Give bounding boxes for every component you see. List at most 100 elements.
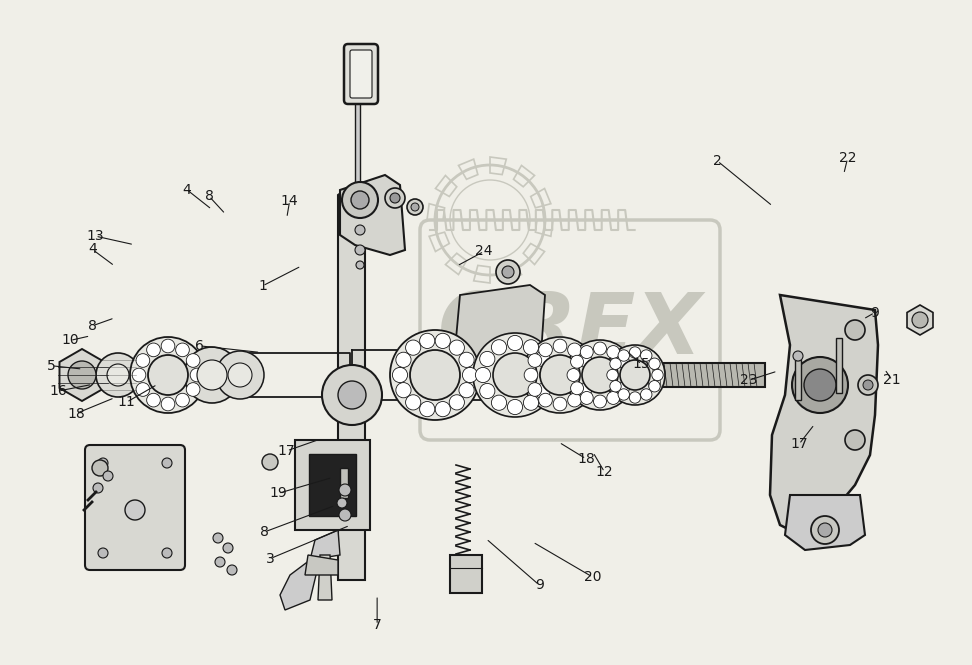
Circle shape [858, 375, 878, 395]
Circle shape [191, 368, 204, 382]
Circle shape [652, 369, 663, 380]
Circle shape [228, 363, 252, 387]
Circle shape [616, 355, 630, 368]
Circle shape [107, 364, 129, 386]
Circle shape [582, 368, 596, 382]
Text: 18: 18 [67, 406, 85, 421]
Circle shape [262, 454, 278, 470]
Bar [635, 363, 765, 387]
Bar [295, 440, 370, 530]
Polygon shape [785, 495, 865, 550]
Circle shape [536, 351, 550, 366]
Text: 6: 6 [194, 338, 204, 353]
Circle shape [184, 347, 240, 403]
Circle shape [92, 460, 108, 476]
Circle shape [396, 352, 411, 368]
Circle shape [793, 351, 803, 361]
Circle shape [582, 357, 618, 393]
Circle shape [818, 523, 832, 537]
Circle shape [648, 358, 660, 370]
Circle shape [580, 346, 593, 358]
Bar [355, 100, 360, 190]
Circle shape [845, 320, 865, 340]
Circle shape [578, 354, 592, 367]
Circle shape [811, 516, 839, 544]
Polygon shape [305, 555, 338, 575]
Circle shape [571, 355, 583, 368]
Circle shape [620, 360, 650, 390]
Circle shape [339, 509, 351, 521]
Circle shape [351, 191, 369, 209]
Circle shape [538, 393, 552, 407]
Circle shape [594, 342, 607, 355]
Circle shape [162, 548, 172, 558]
Circle shape [355, 225, 365, 235]
Polygon shape [59, 349, 105, 401]
Circle shape [480, 384, 495, 398]
Text: 4: 4 [87, 242, 97, 257]
Polygon shape [770, 295, 878, 535]
Circle shape [355, 245, 365, 255]
Circle shape [629, 392, 641, 403]
Circle shape [132, 368, 146, 382]
Circle shape [538, 343, 552, 356]
Circle shape [213, 533, 223, 543]
Text: 8: 8 [260, 525, 269, 539]
Circle shape [475, 367, 491, 382]
Text: 10: 10 [61, 333, 79, 348]
Circle shape [98, 458, 108, 468]
FancyBboxPatch shape [350, 50, 372, 98]
Circle shape [390, 330, 480, 420]
Text: 11: 11 [118, 395, 135, 410]
Circle shape [502, 266, 514, 278]
Circle shape [356, 261, 364, 269]
Circle shape [571, 382, 583, 395]
Circle shape [420, 402, 434, 417]
Text: 20: 20 [584, 570, 602, 585]
Circle shape [496, 260, 520, 284]
Circle shape [473, 333, 557, 417]
Circle shape [396, 382, 411, 398]
Circle shape [435, 333, 450, 348]
Circle shape [223, 543, 233, 553]
Circle shape [641, 350, 652, 361]
Text: 14: 14 [281, 194, 298, 208]
Circle shape [187, 354, 200, 367]
Circle shape [565, 340, 635, 410]
Text: OREX: OREX [437, 289, 703, 372]
Circle shape [215, 557, 225, 567]
Circle shape [161, 339, 175, 353]
Polygon shape [338, 185, 365, 580]
Circle shape [197, 360, 227, 390]
Circle shape [536, 384, 550, 398]
Circle shape [338, 381, 366, 409]
Circle shape [337, 498, 347, 508]
Circle shape [524, 368, 538, 382]
FancyBboxPatch shape [85, 445, 185, 570]
Polygon shape [907, 305, 933, 335]
Circle shape [609, 380, 621, 392]
Circle shape [620, 368, 633, 382]
Text: 9: 9 [870, 305, 880, 320]
Bar [340, 468, 348, 498]
Text: 23: 23 [740, 373, 757, 388]
Circle shape [147, 343, 160, 356]
Circle shape [492, 340, 506, 355]
Text: 24: 24 [475, 244, 493, 259]
Circle shape [540, 355, 580, 395]
Circle shape [176, 393, 190, 407]
Bar [450, 555, 482, 593]
Circle shape [463, 367, 477, 382]
Circle shape [68, 361, 96, 389]
Circle shape [459, 382, 474, 398]
Circle shape [594, 395, 607, 408]
Text: 3: 3 [265, 551, 275, 566]
Text: 7: 7 [372, 618, 382, 632]
Polygon shape [310, 530, 340, 560]
Circle shape [528, 382, 541, 396]
Circle shape [390, 193, 400, 203]
Text: 8: 8 [87, 319, 97, 333]
Polygon shape [318, 555, 332, 600]
Circle shape [804, 369, 836, 401]
Circle shape [523, 340, 538, 355]
